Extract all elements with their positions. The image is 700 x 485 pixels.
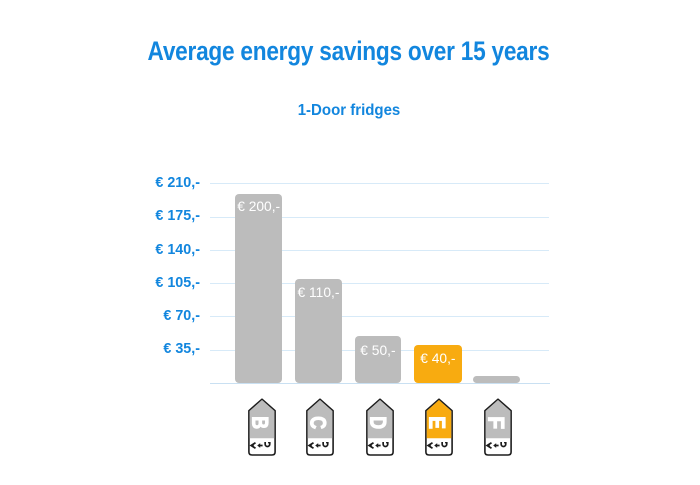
svg-text:D: D <box>366 416 391 429</box>
svg-text:E: E <box>425 416 450 429</box>
svg-text:C: C <box>306 416 331 429</box>
svg-text:F: F <box>484 416 509 429</box>
svg-text:B: B <box>248 416 273 429</box>
